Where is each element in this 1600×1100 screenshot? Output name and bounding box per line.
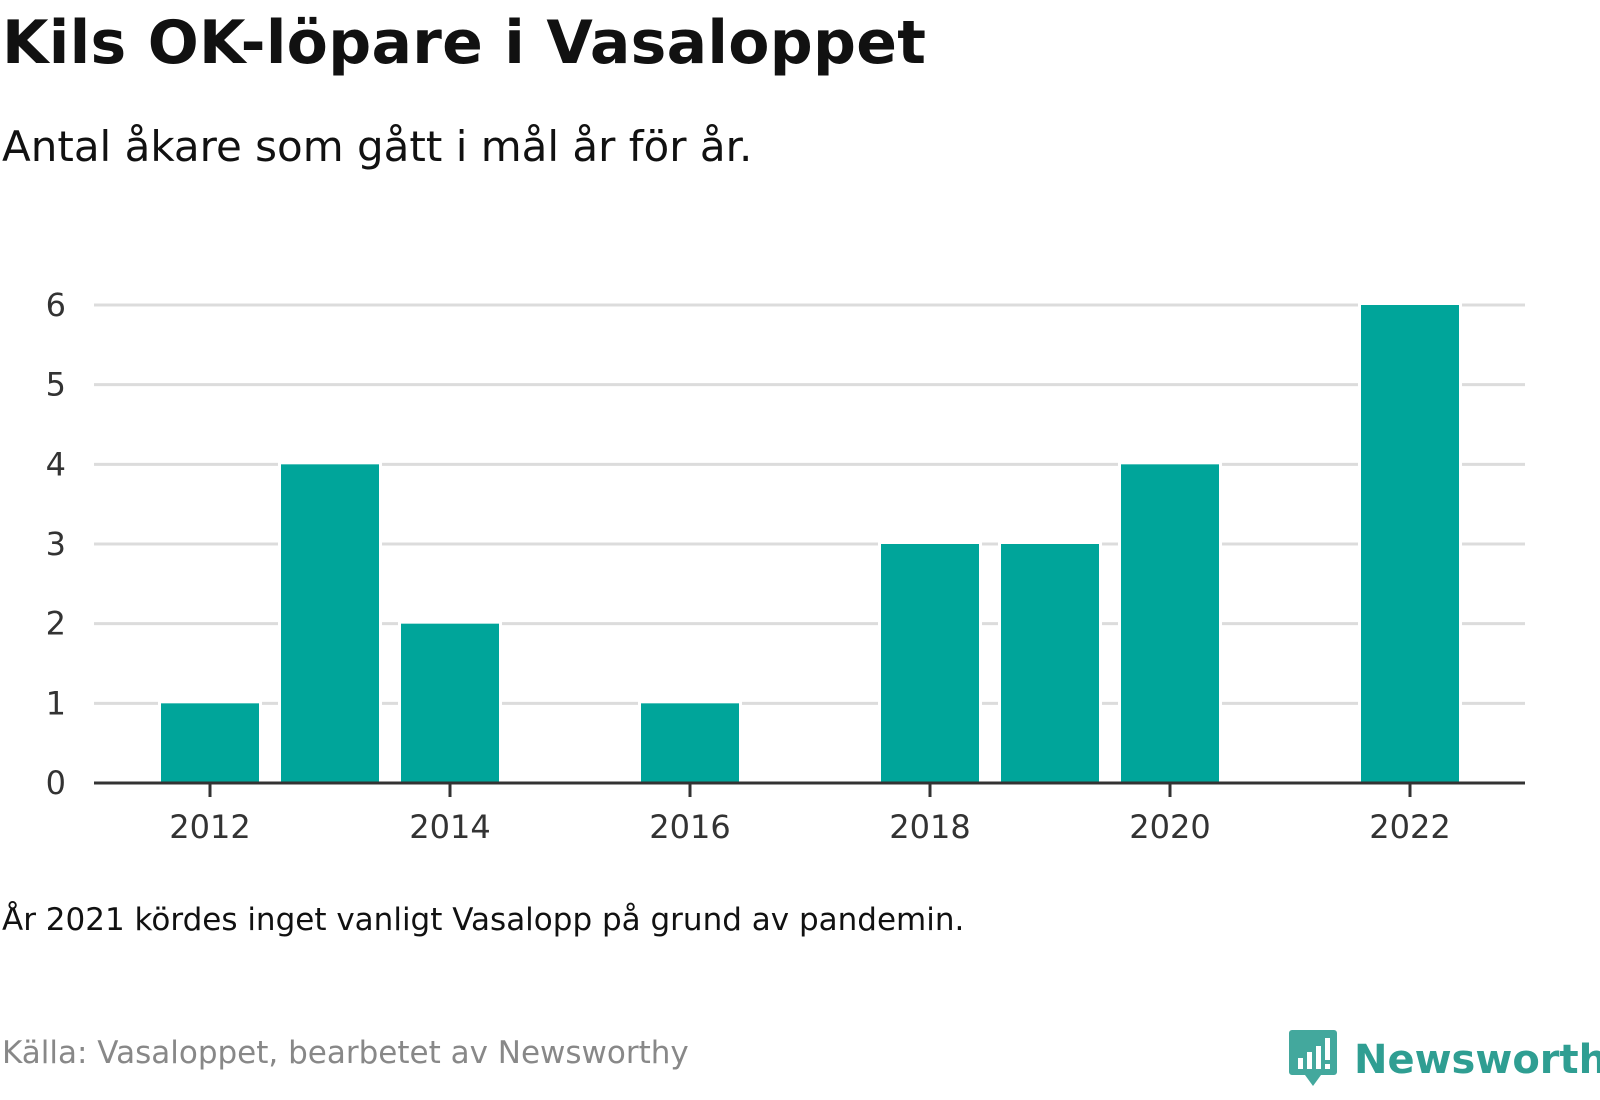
y-tick-label: 0 <box>46 764 66 802</box>
x-axis <box>94 781 1525 797</box>
y-tick-label: 6 <box>46 286 66 324</box>
footnote: År 2021 kördes inget vanligt Vasalopp på… <box>2 902 965 938</box>
y-tick-labels: 0 1 2 3 4 5 6 <box>46 286 66 802</box>
bar-2019 <box>1001 544 1099 783</box>
x-tick-labels: 2012 2014 2016 2018 2020 2022 <box>169 808 1450 846</box>
chart-title: Kils OK-löpare i Vasaloppet <box>2 8 927 78</box>
chart-subtitle: Antal åkare som gått i mål år för år. <box>2 122 753 171</box>
bar-2012 <box>161 703 259 783</box>
y-tick-label: 5 <box>46 366 66 404</box>
y-tick-label: 1 <box>46 684 66 722</box>
x-tick-label: 2022 <box>1369 808 1450 846</box>
bar-2022 <box>1361 305 1459 783</box>
x-tick-label: 2016 <box>649 808 730 846</box>
y-tick-label: 2 <box>46 605 66 643</box>
x-tick-label: 2014 <box>409 808 490 846</box>
logo-text: Newsworthy <box>1354 1037 1600 1083</box>
bars <box>158 302 1462 783</box>
y-tick-label: 3 <box>46 525 66 563</box>
bar-2018 <box>881 544 979 783</box>
y-tick-label: 4 <box>46 445 66 483</box>
bar-2020 <box>1121 464 1219 783</box>
x-tick-label: 2018 <box>889 808 970 846</box>
bar-2014 <box>401 623 499 783</box>
x-tick-label: 2012 <box>169 808 250 846</box>
source-text: Källa: Vasaloppet, bearbetet av Newswort… <box>2 1035 689 1071</box>
bar-chart-speech-bubble-icon <box>1289 1030 1337 1086</box>
bar-2016 <box>641 703 739 783</box>
bar-2013 <box>281 464 379 783</box>
newsworthy-logo: Newsworthy <box>1288 1028 1600 1092</box>
x-tick-label: 2020 <box>1129 808 1210 846</box>
